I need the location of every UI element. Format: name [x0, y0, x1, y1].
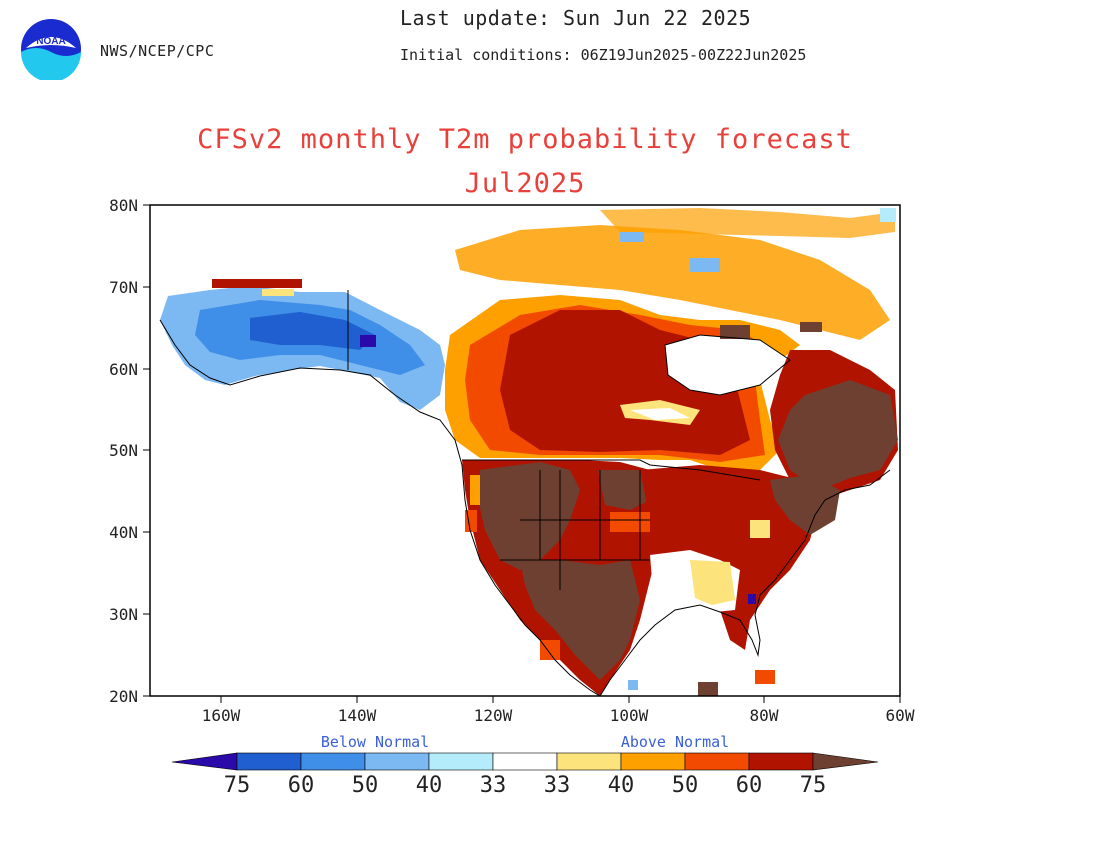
us-west-above-75: [478, 462, 580, 570]
legend-swatch-below-40: [364, 752, 430, 771]
legend-number: 75: [224, 773, 251, 798]
noaa-logo: NOAA: [21, 19, 81, 80]
lat-label: 20N: [109, 687, 138, 706]
legend-swatch-above-75: [812, 752, 879, 771]
lat-label: 30N: [109, 605, 138, 624]
legend-swatch-neutral: [492, 752, 558, 771]
lon-axis: [220, 696, 901, 703]
legend-swatch-below-60: [236, 752, 302, 771]
legend-number: 40: [608, 773, 635, 798]
lat-label: 60N: [109, 360, 138, 379]
alaska-below-75: [360, 335, 376, 347]
legend-above-label: Above Normal: [621, 733, 729, 751]
lat-label: 40N: [109, 523, 138, 542]
lon-label: 120W: [474, 706, 513, 725]
alaska-below-60: [250, 312, 375, 350]
lat-label: 80N: [109, 196, 138, 215]
lat-axis: [143, 204, 150, 697]
agency-label: NWS/NCEP/CPC: [100, 42, 215, 60]
northeast-above: [770, 475, 840, 535]
quebec-above-75: [778, 380, 898, 490]
us-east-above: [640, 465, 820, 650]
chart-title: CFSv2 monthly T2m probability forecast: [197, 124, 853, 155]
lon-label: 160W: [202, 706, 241, 725]
legend-number: 60: [736, 773, 763, 798]
coastlines: [159, 290, 891, 696]
southwest-above-75: [520, 560, 640, 680]
legend-number: 50: [672, 773, 699, 798]
legend-swatch-above-60: [748, 752, 814, 771]
legend-swatch-above-33: [556, 752, 622, 771]
lon-label: 100W: [610, 706, 649, 725]
lon-label: 80W: [750, 706, 779, 725]
legend-below-label: Below Normal: [321, 733, 429, 751]
legend-number: 50: [352, 773, 379, 798]
lon-label: 140W: [338, 706, 377, 725]
last-update-text: Last update: Sun Jun 22 2025: [400, 6, 752, 30]
lon-label: 60W: [886, 706, 915, 725]
chart-subtitle: Jul2025: [464, 168, 586, 199]
color-legend: [171, 752, 879, 771]
alaska-north-above: [212, 279, 302, 288]
legend-swatch-below-33: [428, 752, 494, 771]
legend-swatch-below-50: [300, 752, 366, 771]
legend-swatch-below-75: [171, 752, 238, 771]
legend-number: 40: [416, 773, 443, 798]
legend-swatch-above-50: [684, 752, 750, 771]
probability-shading: [160, 208, 898, 696]
legend-number: 60: [288, 773, 315, 798]
svg-text:NOAA: NOAA: [36, 36, 65, 47]
legend-number: 75: [800, 773, 827, 798]
lat-label: 70N: [109, 278, 138, 297]
hudson-bay: [665, 335, 790, 395]
lat-label: 50N: [109, 441, 138, 460]
legend-number: 33: [480, 773, 507, 798]
initial-conditions-text: Initial conditions: 06Z19Jun2025-00Z22Ju…: [400, 46, 807, 64]
legend-number: 33: [544, 773, 571, 798]
legend-swatch-above-40: [620, 752, 686, 771]
